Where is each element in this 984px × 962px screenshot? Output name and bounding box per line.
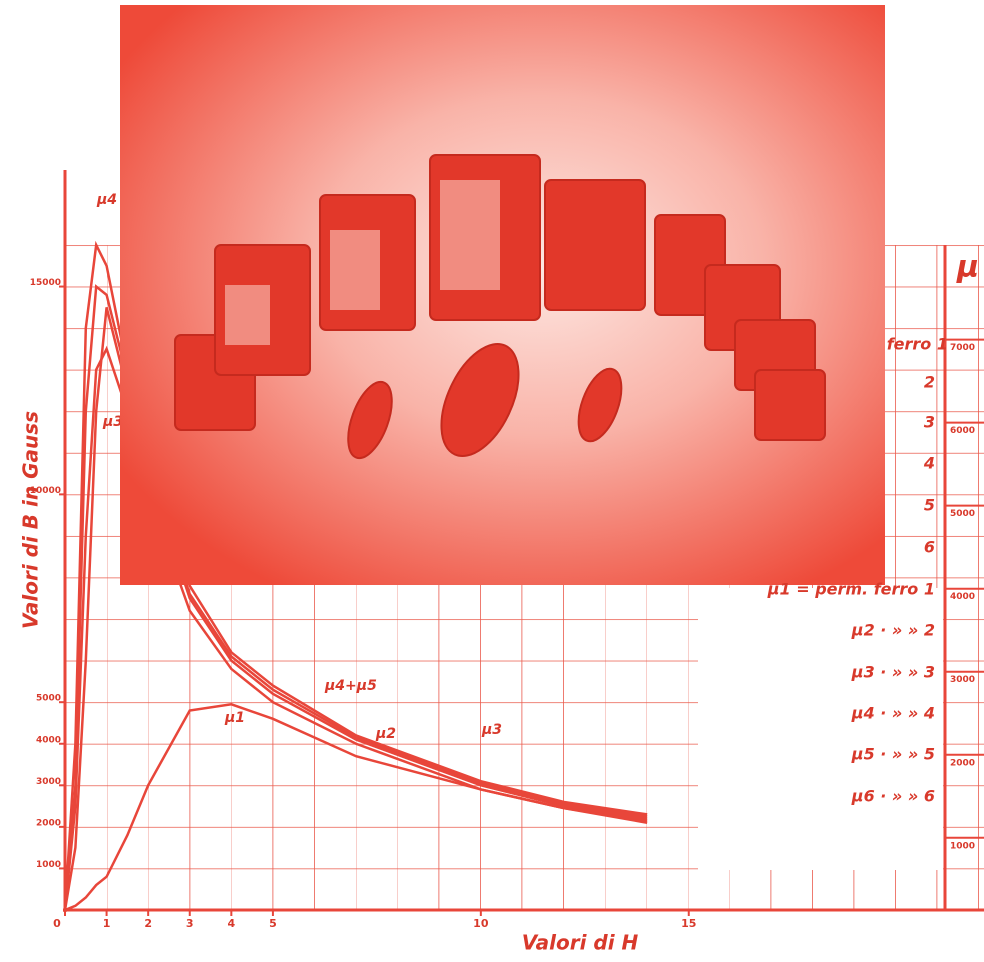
y2-tick-label: 2000 (950, 758, 975, 768)
legend-entry: 2 (924, 373, 935, 392)
y-tick-label: 5000 (36, 694, 61, 704)
legend-entry: 6 (924, 538, 935, 557)
y2-tick-label: 6000 (950, 426, 975, 436)
curve-annotation: μ3 (102, 414, 123, 430)
curve-annotation: μ1 (224, 710, 245, 726)
legend-entry: 5 (924, 496, 935, 515)
legend-entry: μ1 = perm. ferro 1 (767, 580, 935, 599)
y2-tick-label: 1000 (950, 841, 975, 851)
x-tick-label: 2 (144, 917, 152, 930)
y-tick-label: 1000 (36, 860, 61, 870)
legend-entry: μ4 · » » 4 (851, 704, 935, 723)
legend-entry: μ3 · » » 3 (851, 663, 935, 682)
chart: μ4μ3 Valori di H Valori di B in Gauss μ … (0, 0, 984, 962)
legend-entry: 4 (923, 454, 935, 473)
legend-entry: ferro 1 (887, 335, 948, 354)
y-tick-label: 3000 (36, 777, 61, 787)
curve-annotation: μ4+μ5 (324, 678, 377, 694)
photo (120, 5, 885, 585)
y-tick-label: 15000 (30, 278, 61, 288)
curve-annotation: μ2 (375, 726, 396, 742)
y-tick-label: 10000 (30, 486, 61, 496)
y2-tick-label: 3000 (950, 675, 975, 685)
x-axis-label: Valori di H (522, 931, 639, 955)
x-tick-label: 5 (269, 917, 277, 930)
y-tick-label: 2000 (36, 818, 61, 828)
curve-annotation: μ3 (481, 722, 502, 738)
x-tick-label: 1 (103, 917, 111, 930)
y-tick-label: 4000 (36, 735, 61, 745)
y2-tick-label: 5000 (950, 509, 975, 519)
legend-entry: μ2 · » » 2 (851, 621, 935, 640)
x-tick-label: 4 (228, 917, 236, 930)
x-tick-label: 10 (473, 917, 489, 930)
y2-tick-label: 4000 (950, 592, 975, 602)
y2-tick-label: 7000 (950, 343, 975, 353)
legend-entry: μ5 · » » 5 (851, 745, 935, 764)
curve-annotation: μ4 (96, 192, 117, 208)
x-tick-label: 0 (53, 917, 61, 930)
x-tick-label: 15 (681, 917, 696, 930)
legend-entry: μ6 · » » 6 (851, 787, 935, 806)
legend-entry: 3 (924, 413, 935, 432)
y-axis-label: Valori di B in Gauss (19, 411, 43, 629)
x-tick-label: 3 (186, 917, 194, 930)
y2-axis-label: μ (956, 250, 979, 285)
